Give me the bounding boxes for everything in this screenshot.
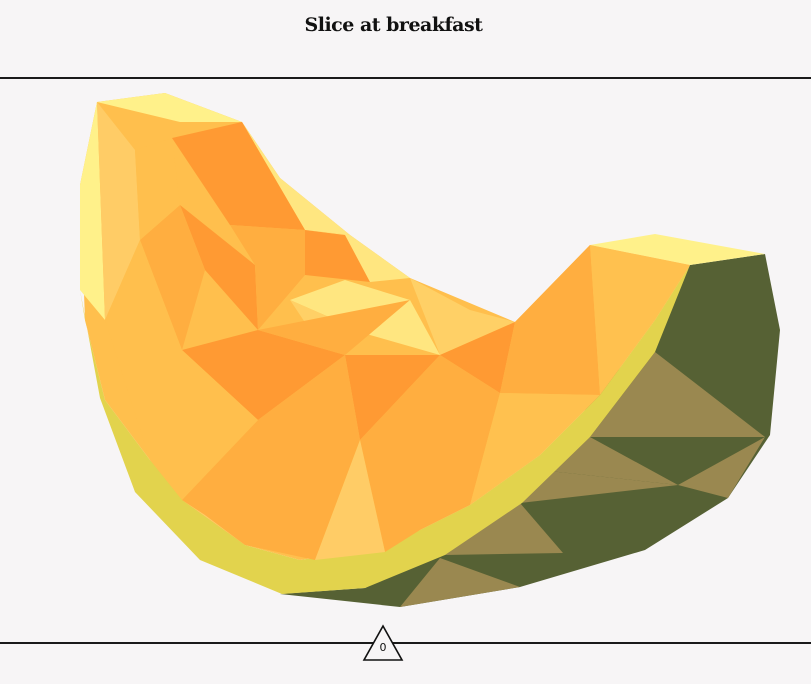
step-marker-value: 0 [379, 641, 387, 654]
step-marker[interactable]: 0 [362, 624, 404, 662]
top-divider [0, 77, 811, 79]
melon-slice-illustration [80, 93, 780, 607]
triangle-icon [362, 624, 404, 661]
page-title: Slice at breakfast [304, 14, 483, 36]
bottom-divider [0, 642, 811, 644]
